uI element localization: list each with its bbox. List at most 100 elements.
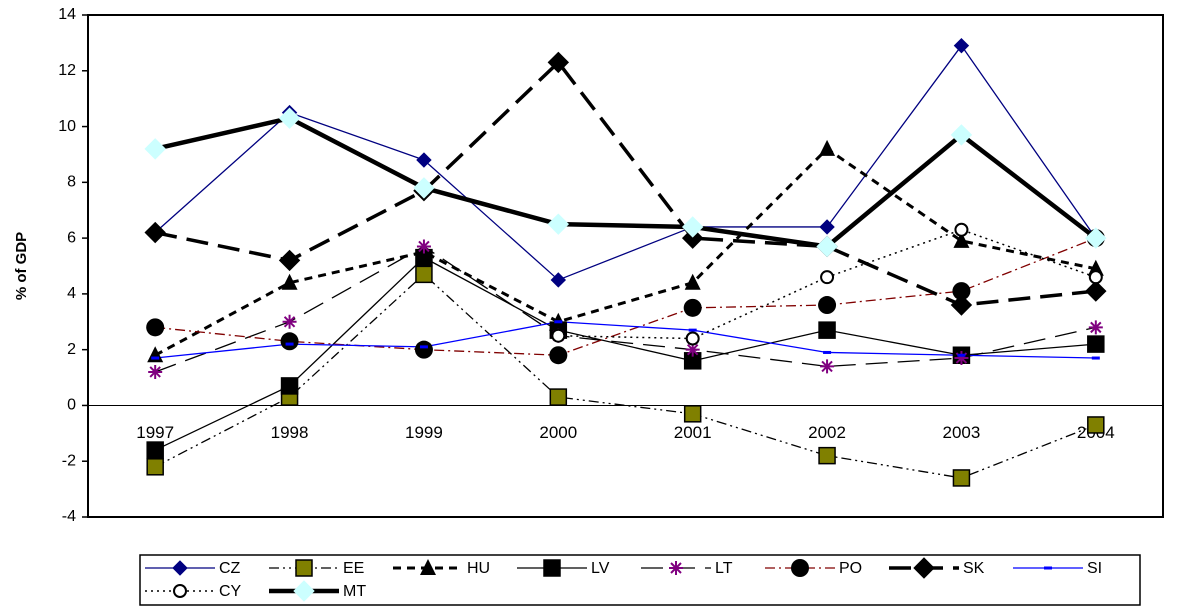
legend-label: CY: [219, 583, 242, 600]
point-marker: [1091, 356, 1100, 360]
point-marker: [550, 272, 567, 288]
legend-marker: [295, 559, 313, 577]
point-marker: [547, 213, 570, 235]
series-line: [154, 45, 1097, 281]
legend-marker: [1044, 566, 1052, 570]
y-tick-label: 8: [67, 174, 76, 191]
legend-label: HU: [467, 560, 490, 577]
point-marker: [954, 351, 969, 366]
point-marker: [280, 377, 299, 395]
series-line: [154, 115, 1098, 249]
series-line: [154, 256, 1096, 451]
x-tick-label: 2003: [943, 423, 981, 442]
series-line: [155, 237, 1097, 356]
legend-label: PO: [839, 560, 862, 577]
point-marker: [688, 328, 697, 332]
series-line: [154, 147, 1097, 357]
point-marker: [554, 320, 563, 324]
y-tick-label: 14: [58, 6, 76, 23]
point-marker: [278, 249, 301, 272]
point-marker: [683, 405, 702, 423]
point-marker: [820, 359, 835, 374]
y-tick-label: 6: [67, 229, 76, 246]
point-marker: [280, 332, 299, 351]
point-marker: [820, 270, 835, 285]
x-tick-label: 2002: [808, 423, 846, 442]
legend-label: EE: [343, 560, 364, 577]
legend-marker: [420, 559, 436, 575]
legend-marker: [913, 557, 935, 579]
x-tick-label: 2000: [539, 423, 577, 442]
point-marker: [957, 353, 966, 357]
point-marker: [419, 345, 428, 349]
point-marker: [950, 294, 973, 316]
point-marker: [1087, 416, 1105, 434]
point-marker: [285, 342, 294, 346]
point-marker: [823, 350, 832, 354]
legend-label: LV: [591, 560, 610, 577]
point-marker: [282, 314, 297, 329]
series-line: [155, 321, 1096, 359]
point-marker: [1085, 280, 1107, 302]
point-marker: [1088, 270, 1103, 285]
y-tick-label: 12: [58, 62, 76, 79]
point-marker: [549, 388, 568, 406]
point-marker: [683, 298, 702, 317]
x-tick-label: 2001: [674, 423, 712, 442]
point-marker: [953, 37, 970, 54]
point-marker: [414, 340, 433, 359]
point-marker: [147, 346, 164, 363]
point-marker: [416, 152, 432, 168]
point-marker: [416, 239, 431, 254]
legend-marker: [669, 561, 683, 575]
point-marker: [953, 231, 970, 248]
plot-frame: [87, 14, 1164, 518]
legend-frame: [139, 554, 1141, 606]
legend-marker: [543, 559, 561, 577]
point-marker: [816, 235, 838, 258]
point-marker: [1088, 320, 1103, 335]
point-marker: [281, 273, 298, 290]
legend-marker: [293, 580, 315, 602]
x-tick-label: 1997: [136, 423, 174, 442]
legend-label: MT: [343, 583, 366, 600]
point-marker: [681, 216, 704, 238]
point-marker: [685, 342, 700, 357]
y-tick-label: 10: [58, 118, 76, 135]
legend-label: LT: [715, 560, 733, 577]
y-tick-label: -2: [62, 452, 76, 469]
point-marker: [1085, 227, 1107, 249]
y-tick-label: -4: [62, 508, 76, 525]
series-line: [154, 273, 1097, 479]
point-marker: [144, 221, 166, 244]
point-marker: [818, 296, 837, 315]
point-marker: [146, 458, 164, 476]
point-marker: [681, 227, 704, 249]
legend-label: CZ: [219, 560, 241, 577]
legend-marker: [791, 559, 809, 577]
point-marker: [144, 138, 166, 160]
point-marker: [1087, 335, 1105, 353]
point-marker: [146, 441, 164, 459]
legend-label: SI: [1087, 560, 1102, 577]
point-marker: [278, 107, 301, 129]
point-marker: [415, 265, 433, 284]
x-tick-label: 1999: [405, 423, 443, 442]
point-marker: [819, 139, 836, 156]
point-marker: [819, 219, 835, 235]
y-axis-title: % of GDP: [13, 232, 30, 300]
legend-marker: [172, 560, 188, 576]
point-marker: [952, 469, 971, 487]
point-marker: [818, 446, 836, 465]
point-marker: [549, 346, 568, 365]
y-tick-label: 4: [67, 285, 76, 302]
y-tick-label: 0: [67, 397, 76, 414]
point-marker: [685, 331, 700, 346]
x-tick-label: 1998: [271, 423, 309, 442]
point-marker: [950, 124, 973, 146]
point-marker: [151, 356, 160, 360]
point-marker: [954, 222, 969, 237]
point-marker: [818, 321, 836, 339]
point-marker: [148, 364, 163, 379]
